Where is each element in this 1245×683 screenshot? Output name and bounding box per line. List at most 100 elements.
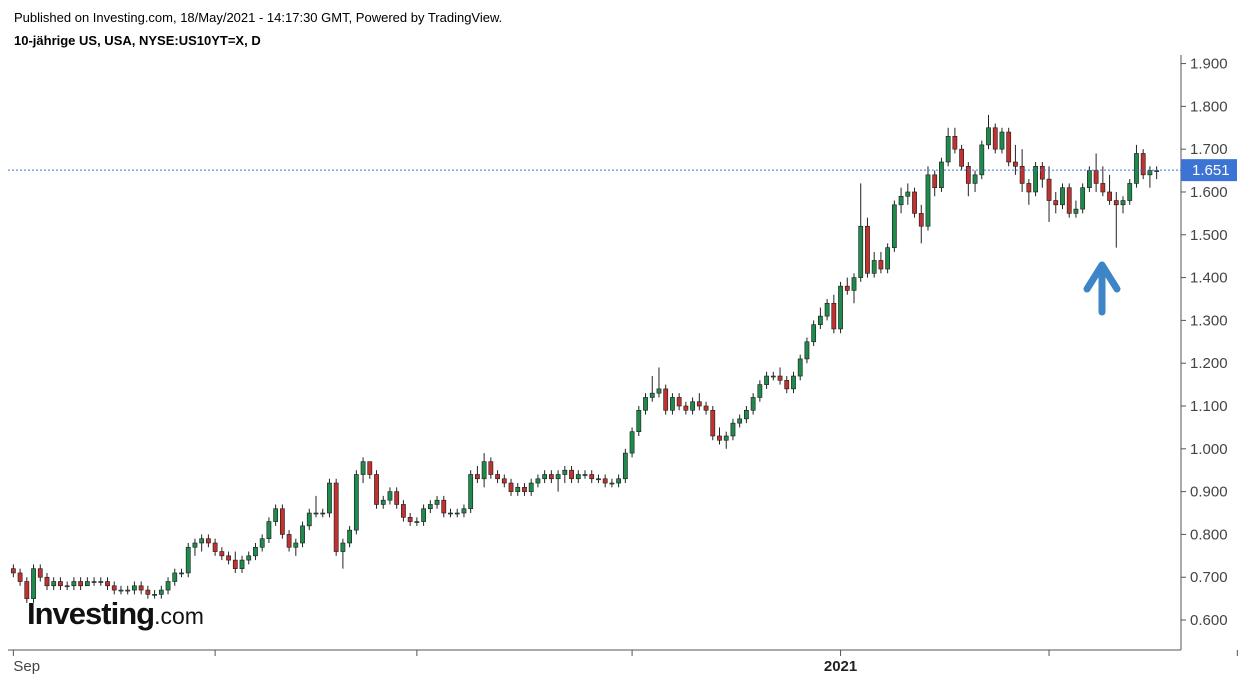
candle-up[interactable] [118, 589, 124, 592]
candle-up[interactable] [132, 585, 137, 591]
candle-down[interactable] [374, 474, 379, 505]
candle-up[interactable] [91, 581, 97, 583]
candle-up[interactable] [817, 315, 823, 325]
candle-up[interactable] [1134, 153, 1139, 184]
candle-up[interactable] [542, 474, 548, 480]
candle-up[interactable] [246, 555, 252, 561]
candle-down[interactable] [111, 585, 117, 591]
candle-down[interactable] [717, 435, 722, 441]
candle-up[interactable] [421, 508, 426, 522]
candle-up[interactable] [757, 384, 763, 398]
candle-down[interactable] [394, 491, 400, 505]
candle-up[interactable] [744, 409, 749, 420]
candle-up[interactable] [555, 474, 561, 480]
candle-down[interactable] [501, 478, 507, 484]
candle-down[interactable] [279, 508, 285, 535]
candle-up[interactable] [273, 508, 279, 522]
candle-up[interactable] [84, 581, 90, 587]
candle-up[interactable] [898, 195, 904, 206]
candle-up[interactable] [31, 568, 36, 599]
candle-up[interactable] [905, 191, 911, 197]
candle-up[interactable] [71, 581, 77, 587]
candle-up[interactable] [461, 508, 467, 514]
candle-down[interactable] [878, 260, 884, 270]
candle-down[interactable] [918, 213, 924, 227]
candle-up[interactable] [972, 174, 978, 184]
candle-up[interactable] [986, 127, 991, 146]
candle-up[interactable] [616, 478, 622, 484]
candle-up[interactable] [313, 512, 319, 515]
candle-up[interactable] [172, 572, 178, 582]
candle-up[interactable] [340, 542, 346, 552]
candle-down[interactable] [1006, 131, 1012, 163]
candle-up[interactable] [515, 487, 521, 492]
candle-down[interactable] [226, 555, 231, 561]
candle-up[interactable] [179, 572, 184, 575]
candle-up[interactable] [239, 559, 245, 569]
candle-down[interactable] [1140, 153, 1146, 176]
candle-up[interactable] [380, 499, 386, 505]
candle-down[interactable] [959, 148, 964, 167]
candle-up[interactable] [387, 491, 393, 501]
candle-up[interactable] [427, 504, 433, 510]
candle-down[interactable] [206, 538, 211, 544]
candle-down[interactable] [784, 380, 790, 390]
candle-up[interactable] [1033, 165, 1038, 193]
candle-up[interactable] [320, 512, 326, 515]
candle-up[interactable] [253, 546, 258, 557]
candle-down[interactable] [777, 375, 783, 381]
candle-down[interactable] [401, 504, 406, 518]
candle-down[interactable] [508, 482, 514, 492]
candle-down[interactable] [831, 302, 837, 330]
candle-down[interactable] [44, 576, 50, 587]
candle-up[interactable] [158, 589, 164, 595]
candle-down[interactable] [333, 482, 339, 552]
candle-up[interactable] [468, 474, 474, 510]
candle-up[interactable] [125, 589, 131, 592]
candle-up[interactable] [811, 324, 817, 343]
candle-down[interactable] [965, 165, 971, 184]
candle-up[interactable] [858, 225, 864, 278]
candle-up[interactable] [1120, 200, 1126, 206]
candle-down[interactable] [912, 191, 917, 214]
candle-up[interactable] [636, 409, 642, 432]
candle-down[interactable] [522, 487, 527, 492]
candle-down[interactable] [1026, 183, 1032, 193]
candle-up[interactable] [300, 525, 305, 544]
candle-down[interactable] [145, 589, 151, 595]
candle-up[interactable] [690, 401, 695, 411]
candle-up[interactable] [1147, 170, 1153, 176]
candle-down[interactable] [232, 559, 238, 569]
candle-up[interactable] [51, 581, 57, 587]
candle-up[interactable] [891, 204, 897, 248]
candle-up[interactable] [562, 469, 568, 475]
candle-down[interactable] [1039, 165, 1045, 180]
candle-up[interactable] [528, 482, 534, 492]
candle-up[interactable] [804, 341, 810, 360]
candle-up[interactable] [454, 512, 460, 515]
candle-up[interactable] [1060, 187, 1065, 206]
candle-down[interactable] [952, 136, 958, 150]
candle-up[interactable] [885, 247, 891, 270]
candle-down[interactable] [495, 474, 500, 480]
candle-up[interactable] [838, 285, 843, 330]
candle-down[interactable] [569, 469, 574, 480]
candle-down[interactable] [78, 581, 83, 587]
candle-up[interactable] [185, 546, 191, 574]
candle-up[interactable] [1080, 187, 1086, 210]
candle-up[interactable] [925, 174, 931, 227]
candle-up[interactable] [730, 422, 736, 437]
candle-up[interactable] [770, 375, 776, 378]
candle-up[interactable] [979, 144, 985, 176]
candle-down[interactable] [37, 568, 43, 578]
candle-up[interactable] [649, 392, 655, 398]
candle-down[interactable] [1066, 187, 1072, 214]
candle-down[interactable] [407, 517, 413, 522]
candle-up[interactable] [448, 512, 453, 515]
candle-up[interactable] [481, 461, 487, 480]
candle-down[interactable] [1107, 191, 1112, 201]
candle-up[interactable] [414, 521, 420, 523]
candle-down[interactable] [441, 499, 447, 514]
candle-up[interactable] [360, 461, 366, 475]
candle-down[interactable] [703, 405, 709, 411]
